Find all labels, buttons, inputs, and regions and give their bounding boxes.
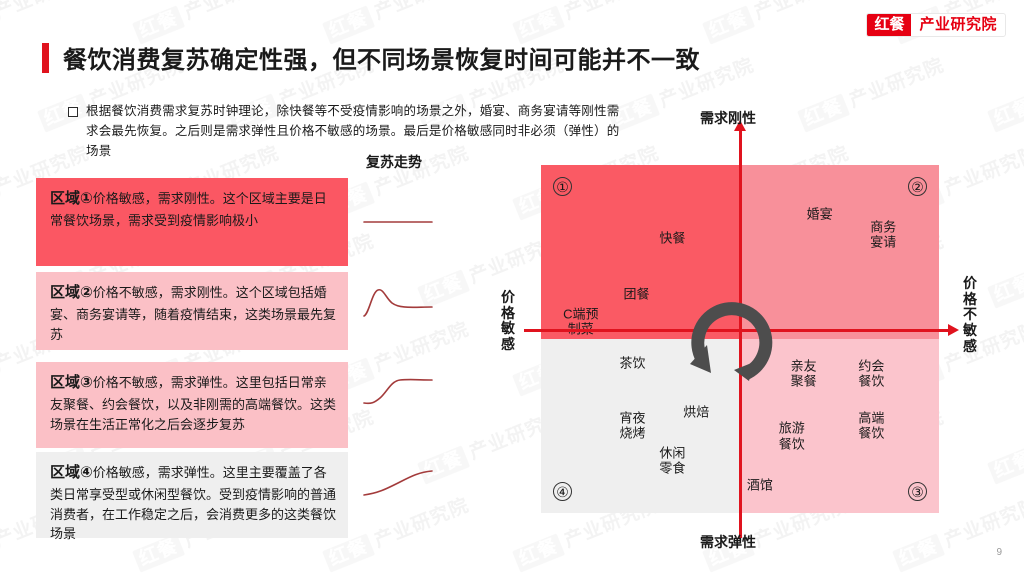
region-card-4: 区域④价格敏感，需求弹性。这里主要覆盖了各类日常享受型或休闲型餐饮。受到疫情影响… [36,452,348,542]
region-card-2-text: 价格不敏感，需求刚性。这个区域包括婚宴、商务宴请等，随着疫情结束，这类场景最先复… [50,285,337,342]
vertical-axis [739,128,742,538]
watermark-text: 红餐产业研究院 [986,226,1024,309]
trend-sparkline-gradual-rise-icon [363,470,433,496]
title-accent-bar [42,42,49,73]
trend-sparkline-flat-icon [363,221,433,223]
scenario-label: 茶饮 [619,355,646,371]
scenario-label: 高端 餐饮 [858,410,885,441]
axis-label-price-insensitive: 价格不敏感 [962,275,978,354]
quadrant-2-number: ② [908,177,927,196]
scenario-label: 亲友 聚餐 [790,358,817,389]
watermark-text: 红餐产业研究院 [511,0,663,45]
axis-label-price-sensitive-char: 感 [501,336,515,353]
watermark-text: 红餐产业研究院 [0,0,93,45]
quadrant-2-region [740,165,939,339]
trend-sparkline-spike-decay-icon [363,288,433,317]
page-number: 9 [996,547,1002,558]
brand-logo: 红餐 产业研究院 [866,13,1006,37]
summary-bullet: 根据餐饮消费需求复苏时钟理论，除快餐等不受疫情影响的场景之外，婚宴、商务宴请等刚… [68,102,628,161]
axis-label-price-insensitive-char: 格 [963,290,977,307]
axis-label-demand-rigid: 需求刚性 [700,110,756,126]
scenario-label: 旅游 餐饮 [778,421,805,452]
quadrant-3-region [740,339,939,513]
scenario-label: 酒馆 [746,477,773,493]
watermark-text: 红餐产业研究院 [701,0,853,45]
axis-label-demand-elastic: 需求弹性 [700,534,756,550]
axis-label-price-insensitive-char: 敏 [963,322,977,339]
scenario-label: 休闲 零食 [659,445,686,476]
bullet-square-icon [68,107,78,117]
watermark-text: 红餐产业研究院 [796,50,948,133]
region-card-1: 区域①价格敏感，需求刚性。这个区域主要是日常餐饮场景，需求受到疫情影响极小 [36,178,348,266]
trend-sparkline-s-curve-icon [363,378,433,405]
axis-arrow-right-icon [948,324,959,336]
region-card-1-tag: 区域① [50,190,93,207]
watermark-text: 红餐产业研究院 [986,50,1024,133]
quadrant-4-number: ④ [553,482,572,501]
scenario-label: 约会 餐饮 [858,358,885,389]
axis-label-price-sensitive-char: 格 [501,304,515,321]
title-text: 餐饮消费复苏确定性强，但不同场景恢复时间可能并不一致 [63,47,700,74]
region-card-3-text: 价格不敏感，需求弹性。这里包括日常亲友聚餐、约会餐饮，以及非刚需的高端餐饮。这类… [50,375,337,432]
axis-label-price-insensitive-char: 不 [963,306,977,323]
scenario-label: 烘焙 [683,404,710,420]
axis-label-price-insensitive-char: 感 [963,337,977,354]
watermark-text: 红餐产业研究院 [131,0,283,45]
scenario-label: 宵夜 烧烤 [619,410,646,441]
scenario-label: 团餐 [623,286,650,302]
region-card-1-text: 价格敏感，需求刚性。这个区域主要是日常餐饮场景，需求受到疫情影响极小 [50,191,327,228]
scenario-label: 快餐 [659,230,686,246]
region-card-2-tag: 区域② [50,284,93,301]
scenario-label: 商务 宴请 [870,219,897,250]
region-card-4-tag: 区域④ [50,464,93,481]
region-card-3: 区域③价格不敏感，需求弹性。这里包括日常亲友聚餐、约会餐饮，以及非刚需的高端餐饮… [36,362,348,448]
axis-arrow-up-icon [734,120,746,131]
trend-column-header: 复苏走势 [366,154,422,170]
quadrant-3-number: ③ [908,482,927,501]
axis-label-price-sensitive-char: 敏 [501,320,515,337]
quadrant-1-number: ① [553,177,572,196]
watermark-text: 红餐产业研究院 [986,402,1024,485]
region-card-4-text: 价格敏感，需求弹性。这里主要覆盖了各类日常享受型或休闲型餐饮。受到疫情影响的普通… [50,465,337,542]
brand-logo-mark: 红餐 [867,14,912,36]
page-title: 餐饮消费复苏确定性强，但不同场景恢复时间可能并不一致 [42,40,700,75]
watermark-text: 红餐产业研究院 [321,0,473,45]
summary-bullet-text: 根据餐饮消费需求复苏时钟理论，除快餐等不受疫情影响的场景之外，婚宴、商务宴请等刚… [86,104,620,158]
horizontal-axis [524,329,954,332]
axis-label-price-insensitive-char: 价 [963,275,977,291]
brand-logo-text: 产业研究院 [919,16,997,33]
scenario-label: C端预 制菜 [563,306,599,336]
region-card-2: 区域②价格不敏感，需求刚性。这个区域包括婚宴、商务宴请等，随着疫情结束，这类场景… [36,272,348,350]
axis-label-price-sensitive-char: 价 [501,289,515,305]
region-card-3-tag: 区域③ [50,374,93,391]
axis-label-price-sensitive: 价格敏感 [500,289,516,353]
scenario-label: 婚宴 [806,206,833,222]
